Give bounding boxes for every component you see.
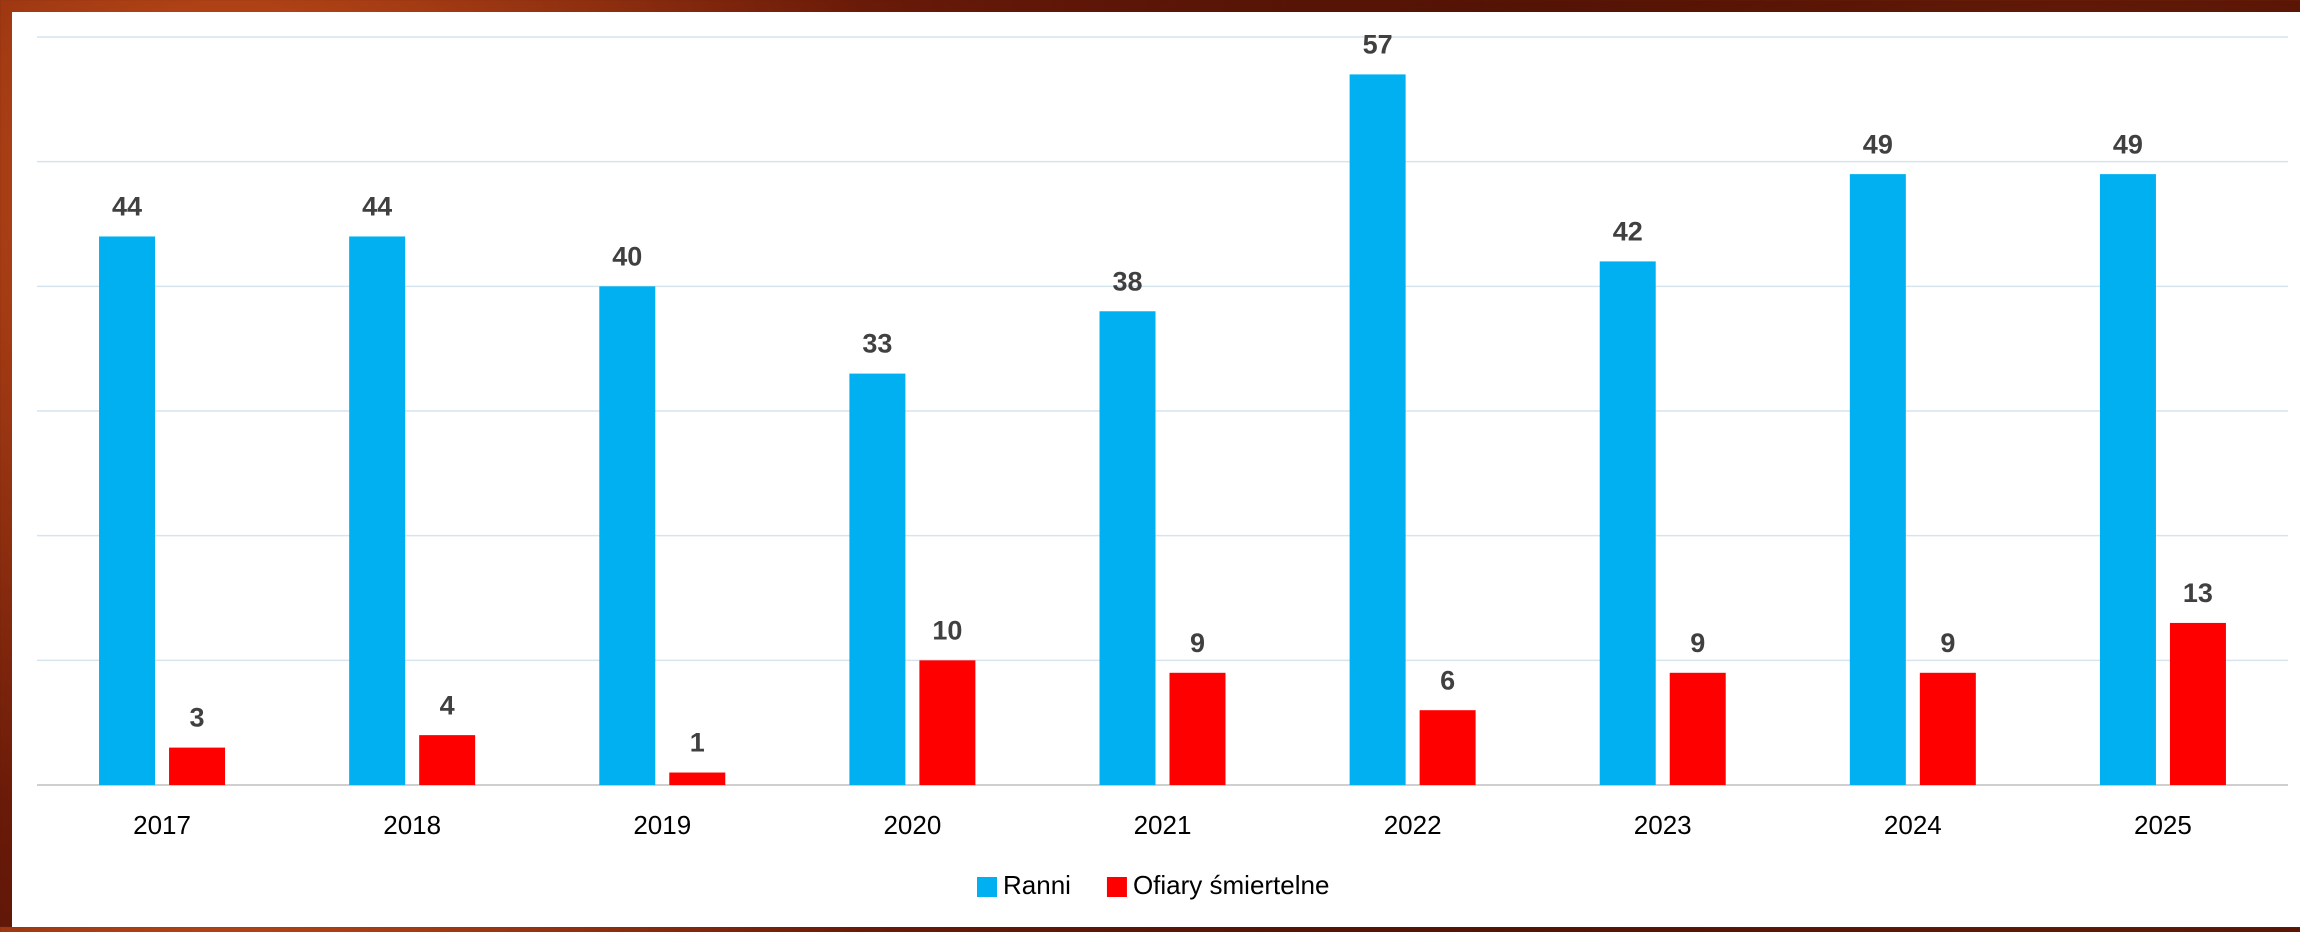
x-tick-label: 2022 xyxy=(1384,810,1442,840)
bar xyxy=(1099,311,1156,785)
x-tick-label: 2017 xyxy=(133,810,191,840)
bar xyxy=(99,236,156,785)
data-label: 10 xyxy=(932,615,962,645)
bar xyxy=(1919,672,1976,785)
data-label: 9 xyxy=(1940,628,1955,658)
data-label: 1 xyxy=(690,728,705,758)
bar xyxy=(1849,174,1906,786)
bar xyxy=(1169,672,1226,785)
bar xyxy=(1599,261,1656,785)
data-label: 57 xyxy=(1363,30,1393,60)
legend-swatch xyxy=(977,877,997,897)
legend-label: Ranni xyxy=(1003,870,1071,900)
data-label: 9 xyxy=(1690,628,1705,658)
legend-label: Ofiary śmiertelne xyxy=(1133,870,1330,900)
bar xyxy=(849,373,906,785)
bar xyxy=(2169,622,2226,785)
data-label: 49 xyxy=(1863,129,1893,159)
bar xyxy=(599,286,656,785)
bar xyxy=(2099,174,2156,786)
bar xyxy=(1349,74,1406,785)
bar xyxy=(1669,672,1726,785)
x-tick-label: 2024 xyxy=(1884,810,1942,840)
bar xyxy=(349,236,406,785)
x-tick-label: 2025 xyxy=(2134,810,2192,840)
data-label: 3 xyxy=(190,703,205,733)
x-tick-label: 2020 xyxy=(883,810,941,840)
data-label: 33 xyxy=(862,329,892,359)
x-tick-label: 2021 xyxy=(1134,810,1192,840)
data-label: 4 xyxy=(440,690,455,720)
data-label: 44 xyxy=(362,192,392,222)
bar xyxy=(669,772,726,785)
x-tick-label: 2018 xyxy=(383,810,441,840)
chart-panel: 2017 44 3 2018 44 4 2019 40 1 2020 33 10 2021 38 9 2022… xyxy=(12,12,2300,927)
data-label: 44 xyxy=(112,192,142,222)
chart: 2017443201844420194012020331020213892022… xyxy=(37,30,2288,900)
bar xyxy=(1419,710,1476,785)
bar xyxy=(419,735,476,785)
legend-swatch xyxy=(1106,877,1127,897)
x-tick-label: 2019 xyxy=(633,810,691,840)
data-label: 6 xyxy=(1440,665,1455,695)
data-label: 42 xyxy=(1613,217,1643,247)
x-tick-label: 2023 xyxy=(1634,810,1692,840)
bar xyxy=(919,660,976,785)
data-label: 38 xyxy=(1112,266,1142,296)
data-label: 49 xyxy=(2113,129,2143,159)
bar xyxy=(169,747,226,785)
data-label: 40 xyxy=(612,241,642,271)
data-label: 9 xyxy=(1190,628,1205,658)
data-label: 13 xyxy=(2183,578,2213,608)
